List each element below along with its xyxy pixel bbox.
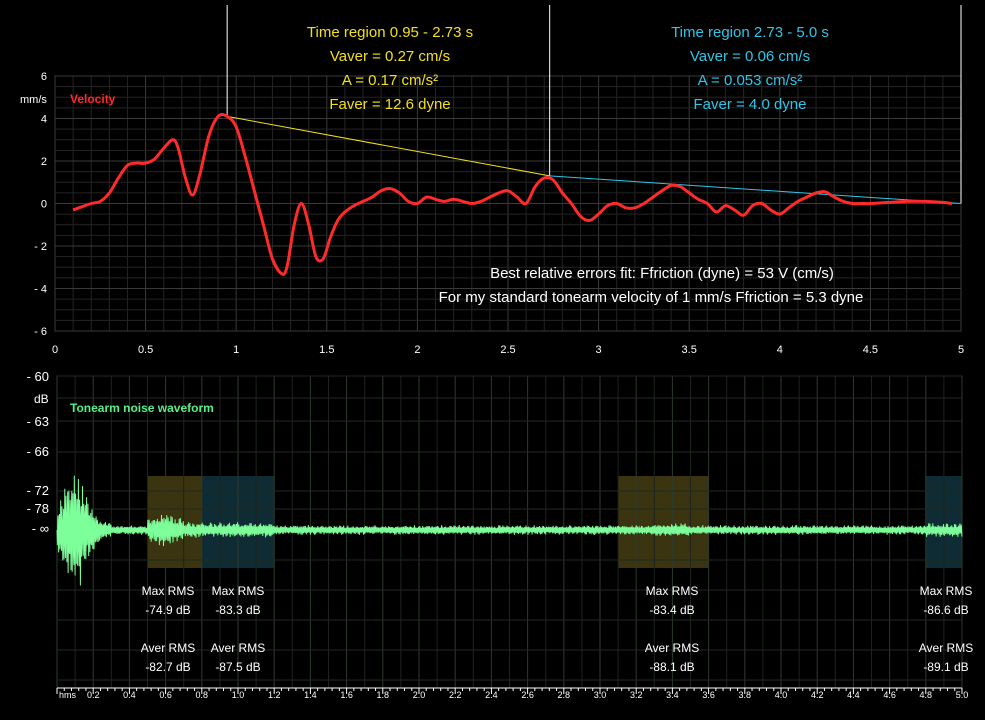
region1-line-3: A = 0.17 cm/s² (342, 72, 438, 89)
velocity-y-tick-label: 6 (41, 71, 47, 83)
noise-tick-labels: 0.2 0.4 0.6 0.8 1.0 1.2 1.4 1.6 1.8 2.0 2.2 2.4 2.6 2… (27, 369, 969, 700)
noise-y-tick-label: - 66 (27, 444, 49, 459)
velocity-x-tick-label: 0.5 (138, 344, 153, 356)
velocity-x-tick-label: 1.5 (319, 344, 334, 356)
velocity-x-tick-label: 5 (958, 344, 964, 356)
aver-rms-label: Aver RMS (211, 641, 265, 655)
region2-line-1: Time region 2.73 - 5.0 s (671, 24, 829, 41)
noise-x-tick-label: 5.0 (956, 690, 969, 700)
region1-line-4: Faver = 12.6 dyne (329, 96, 450, 113)
noise-waveform (56, 475, 963, 586)
noise-x-tick-label: 1.4 (304, 690, 317, 700)
region2-line-3: A = 0.053 cm/s² (698, 72, 803, 89)
max-rms-label: Max RMS (646, 584, 699, 598)
noise-y-tick-label: - 78 (27, 501, 49, 516)
max-rms-label: Max RMS (920, 584, 973, 598)
noise-x-tick-label: 0.4 (123, 690, 136, 700)
aver-rms-value: -88.1 dB (649, 660, 694, 674)
noise-x-tick-label: 2.6 (521, 690, 534, 700)
velocity-region-markers (226, 5, 962, 204)
noise-y-tick-label: - 72 (27, 483, 49, 498)
max-rms-value: -83.3 dB (215, 603, 260, 617)
aver-rms-value: -82.7 dB (145, 660, 190, 674)
velocity-y-tick-label: - 6 (34, 326, 47, 338)
velocity-y-tick-label: 2 (41, 156, 47, 168)
noise-x-tick-label: 4.4 (847, 690, 860, 700)
velocity-x-tick-label: 3.5 (682, 344, 697, 356)
noise-x-tick-label: 2.8 (558, 690, 571, 700)
velocity-x-tick-label: 1 (233, 344, 239, 356)
noise-highlight-regions (147, 476, 962, 568)
velocity-title: Velocity (70, 92, 116, 106)
velocity-y-tick-label: 0 (41, 199, 47, 211)
noise-x-tick-label: 0.2 (87, 690, 100, 700)
aver-rms-value: -89.1 dB (923, 660, 968, 674)
velocity-x-tick-label: 4 (777, 344, 783, 356)
noise-x-tick-label: 4.2 (811, 690, 824, 700)
noise-x-tick-label: 1.2 (268, 690, 281, 700)
noise-title: Tonearm noise waveform (70, 401, 214, 415)
noise-ylabel: dB (34, 392, 49, 406)
max-rms-value: -74.9 dB (145, 603, 190, 617)
velocity-x-tick-label: 0 (52, 344, 58, 356)
noise-x-tick-label: 2.4 (485, 690, 498, 700)
max-rms-value: -83.4 dB (649, 603, 694, 617)
noise-y-tick-label: - 60 (27, 369, 49, 384)
noise-x-tick-label: 3.6 (702, 690, 715, 700)
noise-y-tick-label: - ∞ (32, 521, 49, 536)
noise-waveform-line (56, 475, 963, 586)
noise-x-tick-label: 3.8 (739, 690, 752, 700)
region2-annotation: Time region 2.73 - 5.0 s Vaver = 0.06 cm… (671, 24, 829, 113)
fit-annotation-line-1: Best relative errors fit: Ffriction (dyn… (490, 265, 834, 282)
region2-line-2: Vaver = 0.06 cm/s (690, 48, 810, 65)
velocity-x-tick-label: 4.5 (863, 344, 878, 356)
fit-annotation: Best relative errors fit: Ffriction (dyn… (439, 265, 864, 306)
velocity-y-tick-label: - 2 (34, 241, 47, 253)
velocity-ylabel: mm/s (20, 94, 47, 106)
fit-annotation-line-2: For my standard tonearm velocity of 1 mm… (439, 289, 864, 306)
fit-line (549, 175, 962, 204)
noise-x-tick-label: 0.8 (196, 690, 209, 700)
max-rms-label: Max RMS (142, 584, 195, 598)
noise-x-tick-label: 2.0 (413, 690, 426, 700)
velocity-tick-labels: 0 0.5 1 1.5 2 2.5 3 3.5 4 4.5 5 6 4 2 0 - 2 - 4 - 6 (34, 71, 964, 356)
noise-x-tick-label: 4.6 (883, 690, 896, 700)
aver-rms-label: Aver RMS (141, 641, 195, 655)
aver-rms-value: -87.5 dB (215, 660, 260, 674)
noise-highlight-region (618, 476, 709, 568)
velocity-x-tick-label: 3 (596, 344, 602, 356)
velocity-y-tick-label: - 4 (34, 284, 47, 296)
max-rms-value: -86.6 dB (923, 603, 968, 617)
noise-x-tick-label: 1.8 (377, 690, 390, 700)
noise-x-tick-label: 3.2 (630, 690, 643, 700)
velocity-line (72, 113, 953, 276)
noise-x-tick-label: 4.8 (920, 690, 933, 700)
velocity-y-tick-label: 4 (41, 114, 47, 126)
velocity-x-tick-label: 2 (414, 344, 420, 356)
region1-line-1: Time region 0.95 - 2.73 s (307, 24, 473, 41)
noise-x-tick-label: 1.0 (232, 690, 245, 700)
noise-x-tick-label: 2.2 (449, 690, 462, 700)
noise-x-tick-label: 3.0 (594, 690, 607, 700)
velocity-x-tick-label: 2.5 (500, 344, 515, 356)
noise-x-tick-label: 3.4 (666, 690, 679, 700)
aver-rms-label: Aver RMS (645, 641, 699, 655)
region1-annotation: Time region 0.95 - 2.73 s Vaver = 0.27 c… (307, 24, 473, 113)
max-rms-label: Max RMS (212, 584, 265, 598)
fit-line (227, 115, 550, 177)
rms-labels: Max RMS -74.9 dB Aver RMS -82.7 dB Max RMS -8… (141, 584, 973, 674)
region1-line-2: Vaver = 0.27 cm/s (330, 48, 450, 65)
noise-y-tick-label: - 63 (27, 414, 49, 429)
noise-x-tick-label: 4.0 (775, 690, 788, 700)
region2-line-4: Faver = 4.0 dyne (694, 96, 807, 113)
noise-x-tick-label: 1.6 (340, 690, 353, 700)
aver-rms-label: Aver RMS (919, 641, 973, 655)
noise-x-tick-label: 0.6 (159, 690, 172, 700)
velocity-series (72, 113, 953, 276)
noise-xlabel: hms (59, 690, 77, 700)
velocity-fit-lines (227, 115, 962, 204)
